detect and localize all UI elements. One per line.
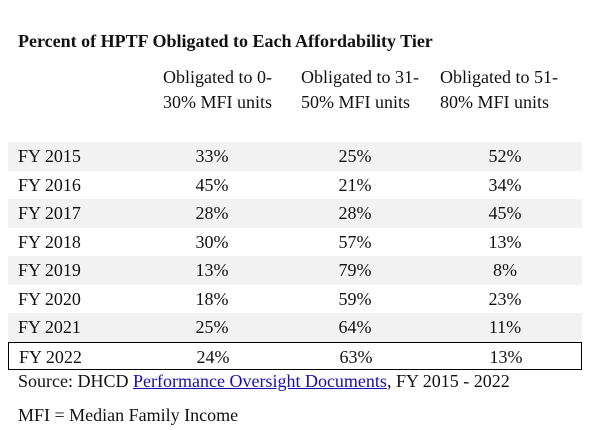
row-label: FY 2016: [18, 174, 81, 195]
column-header: Obligated to 31-50% MFI units: [301, 67, 419, 112]
table-row: FY 2015 33% 25% 52%: [8, 142, 582, 171]
row-label: FY 2019: [18, 260, 81, 280]
title: Percent of HPTF Obligated to Each Afford…: [18, 31, 433, 51]
row-label: FY 2017: [18, 203, 81, 223]
column-header: Obligated to 51-80% MFI units: [440, 67, 558, 112]
value-cell: 28%: [195, 203, 229, 223]
table-row: FY 2017 28% 28% 45%: [8, 199, 582, 228]
value-cell: 8%: [493, 260, 517, 280]
row-label: FY 2020: [18, 288, 81, 309]
value-cell: 13%: [488, 231, 522, 252]
row-label: FY 2021: [18, 317, 81, 337]
value-cell: 34%: [488, 174, 522, 195]
table-row: FY 2022 24% 63% 13%: [8, 341, 582, 370]
value-cell: 28%: [338, 203, 372, 223]
value-cell: 59%: [338, 288, 372, 309]
table-row: FY 2018 30% 57% 13%: [8, 228, 582, 257]
row-label: FY 2022: [19, 346, 82, 367]
value-cell: 21%: [338, 174, 372, 195]
value-cell: 18%: [195, 288, 229, 309]
table-row: FY 2019 13% 79% 8%: [8, 256, 582, 285]
table-row: FY 2021 25% 64% 11%: [8, 313, 582, 342]
value-cell: 63%: [339, 346, 373, 367]
value-cell: 25%: [338, 146, 372, 166]
value-cell: 23%: [488, 288, 522, 309]
value-cell: 45%: [195, 174, 229, 195]
row-label: FY 2015: [18, 146, 81, 166]
value-cell: 24%: [196, 346, 230, 367]
source: Source: DHCD Performance Oversight Docum…: [18, 371, 510, 392]
value-cell: 79%: [338, 260, 372, 280]
source-prefix: Source: DHCD: [18, 371, 129, 391]
value-cell: 30%: [195, 231, 229, 252]
table-row: FY 2020 18% 59% 23%: [8, 285, 582, 314]
note: MFI = Median Family Income: [18, 405, 239, 425]
value-cell: 45%: [488, 203, 522, 223]
value-cell: 11%: [488, 317, 522, 337]
value-cell: 25%: [195, 317, 229, 337]
value-cell: 57%: [338, 231, 372, 252]
row-label: FY 2018: [18, 231, 81, 252]
value-cell: 13%: [195, 260, 229, 280]
value-cell: 52%: [488, 146, 522, 166]
source-link[interactable]: Performance Oversight Documents: [133, 371, 387, 391]
value-cell: 64%: [338, 317, 372, 337]
column-header: Obligated to 0-30% MFI units: [163, 67, 273, 112]
value-cell: 33%: [195, 146, 229, 166]
source-suffix: , FY 2015 - 2022: [386, 371, 510, 391]
table-row: FY 2016 45% 21% 34%: [8, 171, 582, 200]
value-cell: 13%: [489, 346, 523, 367]
